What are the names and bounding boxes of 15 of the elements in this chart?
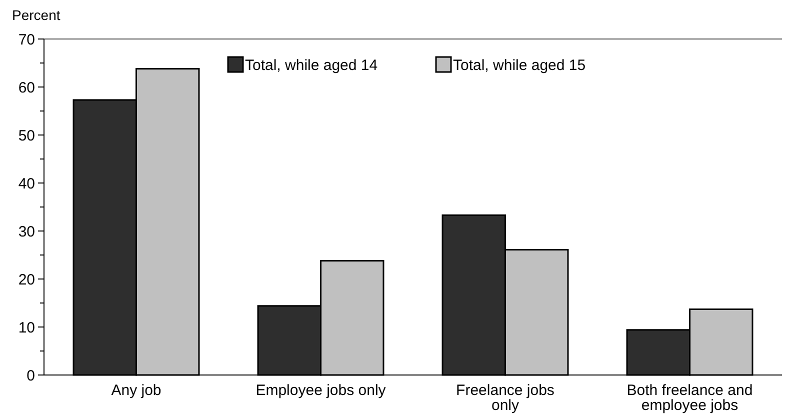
y-tick-label: 10 [18, 319, 35, 336]
y-tick-label: 20 [18, 271, 35, 288]
y-tick-label: 30 [18, 223, 35, 240]
y-tick-label: 70 [18, 31, 35, 48]
y-axis-title: Percent [12, 7, 60, 23]
x-tick-label: Freelance jobs only [456, 382, 554, 414]
y-tick-label: 0 [26, 367, 35, 384]
y-tick-label: 50 [18, 127, 35, 144]
y-tick-label: 60 [18, 79, 35, 96]
y-tick-label: 40 [18, 175, 35, 192]
x-tick-label: Both freelance and employee jobs [626, 382, 753, 414]
x-tick-label: Employee jobs only [256, 382, 386, 399]
x-tick-label: Any job [111, 382, 162, 399]
legend-label: Total, while aged 15 [453, 57, 586, 74]
legend-label: Total, while aged 14 [245, 57, 378, 74]
